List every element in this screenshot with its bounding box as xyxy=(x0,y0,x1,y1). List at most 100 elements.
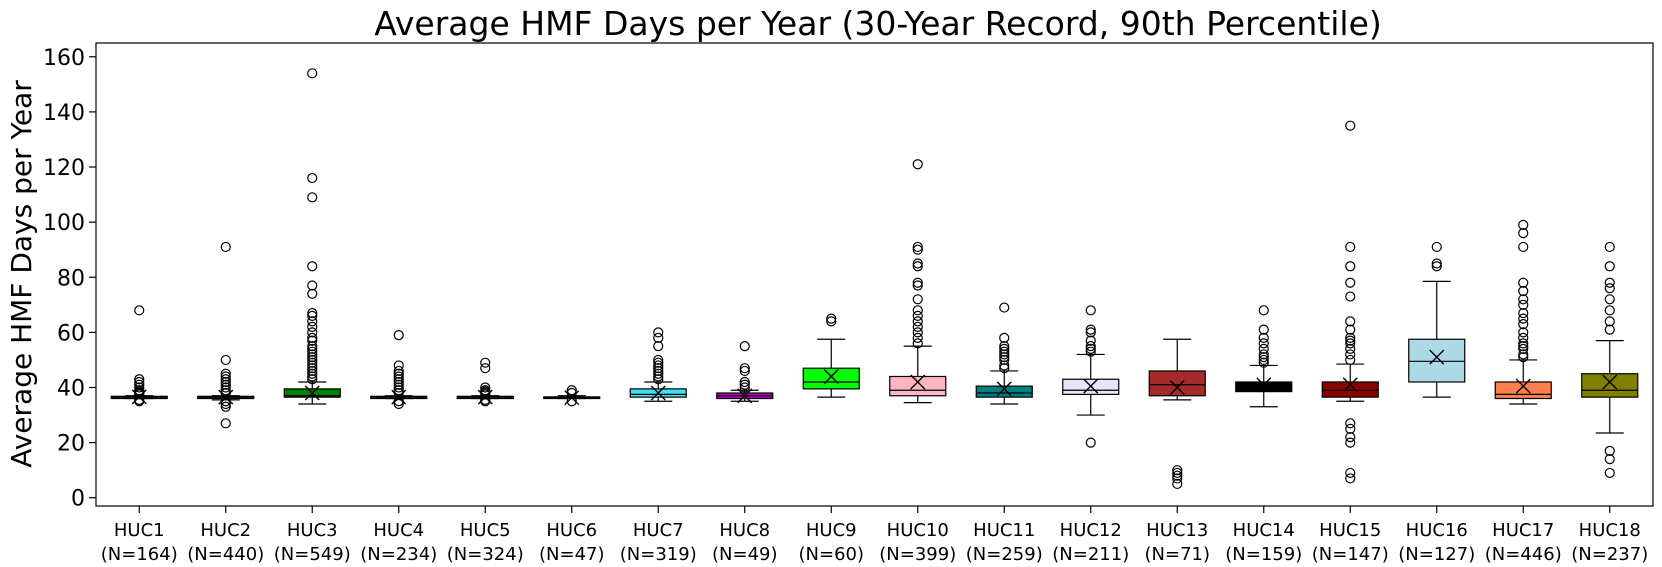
y-tick-label: 20 xyxy=(57,432,85,457)
outlier-point xyxy=(307,352,318,363)
x-tick-count-label: (N=234) xyxy=(360,544,437,565)
outlier-point xyxy=(1518,338,1529,349)
mean-marker xyxy=(1256,377,1272,393)
outlier-point xyxy=(307,307,318,319)
outlier-point xyxy=(1172,470,1183,481)
outlier-point xyxy=(307,321,318,332)
outlier-point xyxy=(393,368,404,379)
outlier-point xyxy=(393,365,404,377)
box-huc10: HUC10 (N=399) xyxy=(879,159,956,565)
outlier-point xyxy=(1345,437,1356,448)
y-tick-label: 120 xyxy=(43,156,85,181)
outlier-point xyxy=(999,346,1010,357)
outlier-point xyxy=(393,360,404,371)
box-iqr xyxy=(1235,381,1293,393)
box-huc9: HUC9 (N=60) xyxy=(799,313,864,565)
outlier-point xyxy=(1345,423,1356,434)
outlier-point xyxy=(1604,316,1615,327)
outlier-point xyxy=(220,382,231,393)
outlier-point xyxy=(999,341,1010,352)
outlier-point xyxy=(999,360,1010,371)
x-tick-label: HUC18 xyxy=(1579,520,1641,541)
outlier-point xyxy=(1345,467,1356,479)
outlier-point xyxy=(307,360,318,371)
outlier-point xyxy=(999,343,1010,355)
mean-marker xyxy=(304,385,320,401)
x-tick-count-label: (N=127) xyxy=(1398,544,1475,565)
outlier-point xyxy=(220,241,231,253)
outlier-point xyxy=(1604,305,1615,316)
outlier-point xyxy=(653,360,664,371)
mean-marker xyxy=(1342,377,1358,393)
outlier-point xyxy=(653,365,664,377)
mean-marker xyxy=(737,388,753,404)
outlier-point xyxy=(912,310,923,321)
outlier-point xyxy=(480,363,491,374)
outlier-point xyxy=(1345,354,1356,366)
outlier-point xyxy=(1258,354,1269,366)
outlier-point xyxy=(1258,324,1269,335)
box-huc11: HUC11 (N=259) xyxy=(966,302,1043,565)
x-tick-label: HUC8 xyxy=(719,520,770,541)
x-tick-count-label: (N=159) xyxy=(1225,544,1302,565)
outlier-point xyxy=(999,354,1010,366)
outlier-point xyxy=(1345,241,1356,253)
outlier-point xyxy=(220,401,231,412)
box-huc3: HUC3 (N=549) xyxy=(274,68,351,565)
x-tick-label: HUC9 xyxy=(806,520,857,541)
x-tick-count-label: (N=324) xyxy=(447,544,524,565)
outlier-point xyxy=(307,343,318,355)
outlier-point xyxy=(653,374,664,385)
outlier-point xyxy=(1518,294,1529,305)
outlier-point xyxy=(1431,241,1442,253)
outlier-point xyxy=(1518,319,1529,330)
outlier-point xyxy=(566,396,577,407)
outlier-point xyxy=(1518,277,1529,288)
outlier-point xyxy=(739,379,750,390)
outlier-point xyxy=(1085,335,1096,346)
x-tick-label: HUC6 xyxy=(546,520,597,541)
x-tick-count-label: (N=164) xyxy=(101,544,178,565)
box-iqr xyxy=(975,385,1033,398)
outlier-point xyxy=(393,398,404,410)
outlier-point xyxy=(1345,418,1356,429)
outlier-point xyxy=(1345,338,1356,349)
mean-marker xyxy=(1429,349,1445,365)
outlier-point xyxy=(1172,473,1183,484)
outlier-point xyxy=(393,371,404,382)
outlier-point xyxy=(1345,291,1356,302)
x-tick-label: HUC13 xyxy=(1146,520,1208,541)
outlier-point xyxy=(307,371,318,382)
outlier-point xyxy=(307,368,318,379)
y-tick-label: 160 xyxy=(43,46,85,71)
outlier-point xyxy=(307,349,318,360)
outlier-point xyxy=(480,385,491,396)
x-tick-label: HUC17 xyxy=(1492,520,1554,541)
outlier-point xyxy=(1604,241,1615,253)
outlier-point xyxy=(1258,352,1269,363)
outlier-point xyxy=(1518,219,1529,230)
outlier-point xyxy=(480,357,491,368)
outlier-point xyxy=(1172,467,1183,479)
outlier-point xyxy=(134,385,145,396)
outlier-point xyxy=(393,376,404,388)
box-huc8: HUC8 (N=49) xyxy=(712,341,778,565)
outlier-point xyxy=(1085,437,1096,448)
outlier-point xyxy=(1085,324,1096,335)
mean-marker xyxy=(996,381,1012,397)
outlier-point xyxy=(1518,332,1529,343)
outlier-point xyxy=(393,330,404,341)
outlier-point xyxy=(999,302,1010,313)
outlier-point xyxy=(134,382,145,393)
x-tick-label: HUC1 xyxy=(114,520,165,541)
outlier-point xyxy=(1345,349,1356,360)
x-tick-count-label: (N=319) xyxy=(620,544,697,565)
outlier-point xyxy=(1604,294,1615,305)
box-iqr xyxy=(1494,381,1552,400)
box-huc7: HUC7 (N=319) xyxy=(620,327,697,565)
outlier-point xyxy=(307,332,318,343)
outlier-point xyxy=(1085,341,1096,352)
outlier-point xyxy=(134,394,145,405)
outlier-point xyxy=(1085,346,1096,357)
